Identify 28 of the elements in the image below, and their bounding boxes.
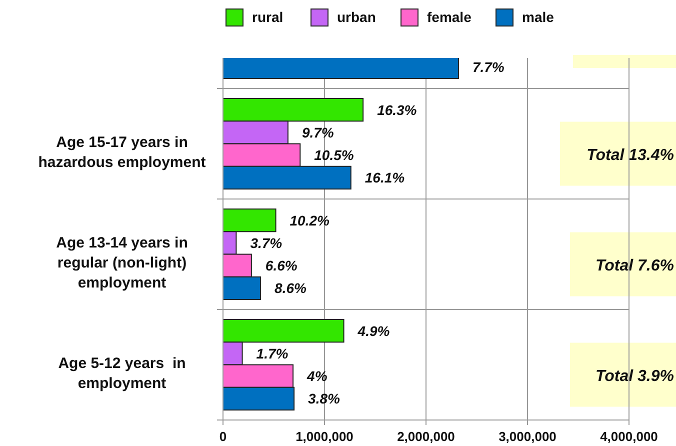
y-tick-label: Age 13-14 years in regular (non-light) employment — [56, 234, 188, 292]
annotation: 16.3% — [377, 102, 418, 118]
annotation: 4% — [306, 368, 328, 384]
x-tick-label: 0 — [219, 429, 227, 444]
annotation: 9.7% — [302, 124, 334, 140]
annotation: 6.6% — [265, 258, 298, 274]
annotation: 3.8% — [308, 390, 341, 407]
legend-label: urban — [337, 9, 376, 25]
legend-label: rural — [252, 9, 284, 25]
annotation: Total 7.6% — [595, 257, 674, 274]
y-tick-label: Age 15-17 years in hazardous employment — [38, 134, 206, 171]
legend-label: female — [427, 9, 472, 25]
x-tick-label: 3,000,000 — [498, 429, 556, 444]
annotation: 10.2% — [290, 212, 330, 228]
annotation: 3.7% — [250, 234, 283, 251]
legend-label: male — [522, 9, 554, 25]
annotation: 8.6% — [274, 280, 308, 296]
annotation: 16.1% — [364, 170, 406, 186]
annotation: Total 13.4% — [586, 146, 674, 164]
annotation: Total 3.9% — [595, 368, 674, 385]
annotation: 10.5% — [314, 147, 354, 164]
y-tick-label: Age 5-12 years in employment — [58, 354, 186, 392]
x-tick-label: 1,000,000 — [296, 429, 354, 444]
annotation: 1.7% — [256, 345, 289, 362]
x-tick-label: 4,000,000 — [600, 429, 658, 444]
annotation: 7.7% — [472, 59, 505, 76]
x-tick-label: 2,000,000 — [397, 429, 455, 444]
annotation: 4.9% — [356, 322, 390, 339]
